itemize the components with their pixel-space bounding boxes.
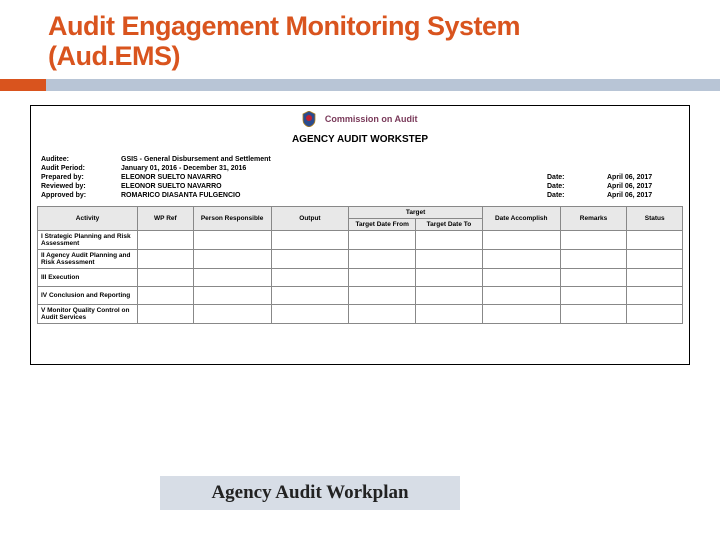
col-target-to: Target Date To [416, 219, 483, 231]
commission-label: Commission on Audit [325, 114, 418, 124]
approved-date-label: Date: [543, 191, 603, 200]
workstep-heading: AGENCY AUDIT WORKSTEP [37, 134, 683, 145]
activity-cell: I Strategic Planning and Risk Assessment [38, 231, 138, 250]
col-status: Status [627, 207, 683, 231]
prepared-date-label: Date: [543, 173, 603, 182]
col-remarks: Remarks [560, 207, 627, 231]
period-label: Audit Period: [37, 164, 117, 173]
col-activity: Activity [38, 207, 138, 231]
metadata-block: Auditee: GSIS - General Disbursement and… [37, 155, 683, 200]
reviewed-date-value: April 06, 2017 [603, 182, 683, 191]
table-row: II Agency Audit Planning and Risk Assess… [38, 250, 683, 269]
col-date-accomplish: Date Accomplish [482, 207, 560, 231]
reviewed-date-label: Date: [543, 182, 603, 191]
accent-blue [46, 79, 720, 91]
accent-bar [0, 79, 720, 91]
approved-value: ROMARICO DIASANTA FULGENCIO [117, 191, 543, 200]
reviewed-value: ELEONOR SUELTO NAVARRO [117, 182, 543, 191]
period-value: January 01, 2016 - December 31, 2016 [117, 164, 683, 173]
table-row: I Strategic Planning and Risk Assessment [38, 231, 683, 250]
col-target-from: Target Date From [349, 219, 416, 231]
slide-caption: Agency Audit Workplan [160, 476, 460, 510]
activity-cell: IV Conclusion and Reporting [38, 287, 138, 305]
slide-title-line2: (Aud.EMS) [48, 42, 720, 72]
reviewed-label: Reviewed by: [37, 182, 117, 191]
activity-cell: II Agency Audit Planning and Risk Assess… [38, 250, 138, 269]
table-row: V Monitor Quality Control on Audit Servi… [38, 305, 683, 324]
activity-cell: V Monitor Quality Control on Audit Servi… [38, 305, 138, 324]
table-row: III Execution [38, 269, 683, 287]
approved-label: Approved by: [37, 191, 117, 200]
coa-logo-icon [302, 111, 316, 127]
document-header: Commission on Audit [37, 110, 683, 128]
accent-orange [0, 79, 46, 91]
activity-cell: III Execution [38, 269, 138, 287]
col-target-group: Target [349, 207, 482, 219]
col-output: Output [271, 207, 349, 231]
prepared-label: Prepared by: [37, 173, 117, 182]
col-person: Person Responsible [193, 207, 271, 231]
prepared-value: ELEONOR SUELTO NAVARRO [117, 173, 543, 182]
prepared-date-value: April 06, 2017 [603, 173, 683, 182]
document-frame: Commission on Audit AGENCY AUDIT WORKSTE… [30, 105, 690, 365]
approved-date-value: April 06, 2017 [603, 191, 683, 200]
table-row: IV Conclusion and Reporting [38, 287, 683, 305]
workstep-grid: Activity WP Ref Person Responsible Outpu… [37, 206, 683, 324]
col-wpref: WP Ref [138, 207, 194, 231]
auditee-label: Auditee: [37, 155, 117, 164]
slide-title-block: Audit Engagement Monitoring System (Aud.… [0, 0, 720, 79]
slide-title-line1: Audit Engagement Monitoring System [48, 12, 720, 42]
auditee-value: GSIS - General Disbursement and Settleme… [117, 155, 683, 164]
